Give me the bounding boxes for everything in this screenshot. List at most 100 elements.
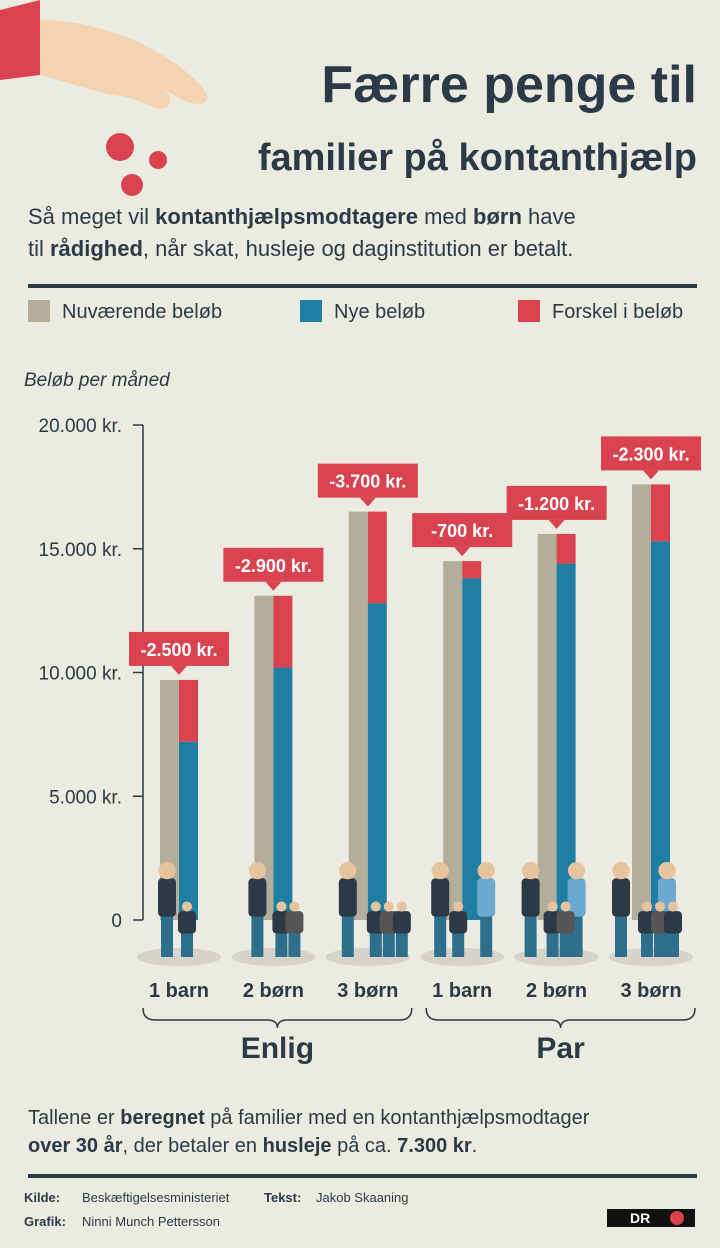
footnote-part: 7.300 kr <box>397 1135 472 1157</box>
person-legs <box>288 929 301 957</box>
legend-label: Nuværende beløb <box>62 301 222 323</box>
person-body <box>248 878 267 917</box>
credit-label: Tekst: <box>264 1190 301 1205</box>
person-head <box>641 901 653 912</box>
bar-new <box>462 578 482 920</box>
person-legs <box>395 929 408 957</box>
subtitle-part: , når skat, husleje og daginstitution er… <box>143 236 573 261</box>
footnote-part: , der betaler en <box>123 1135 263 1157</box>
bar-difference <box>367 511 387 604</box>
data-label: -2.900 kr. <box>235 556 312 576</box>
x-tick-label: 1 barn <box>432 980 492 1002</box>
group-brace <box>425 1007 696 1029</box>
label-pointer <box>548 519 565 529</box>
person-body <box>285 911 304 934</box>
person-legs <box>275 929 288 957</box>
person-head <box>477 861 495 880</box>
person-legs <box>161 909 173 957</box>
person-head <box>567 861 586 880</box>
bar-new <box>273 667 293 920</box>
person-head <box>547 901 558 912</box>
legend-swatch <box>300 300 322 322</box>
shadow <box>231 948 316 966</box>
person-body <box>158 878 176 917</box>
person-head <box>370 901 381 912</box>
data-label: -3.700 kr. <box>329 472 406 492</box>
bar-new <box>179 741 198 920</box>
footnote-part: beregnet <box>120 1107 205 1129</box>
person-head <box>560 901 571 912</box>
bar-new <box>367 603 387 920</box>
label-pointer <box>171 665 187 675</box>
label-pointer <box>265 581 282 591</box>
label-box <box>506 485 607 520</box>
rule <box>28 284 697 288</box>
person-head <box>453 901 464 912</box>
data-label: -2.300 kr. <box>612 444 689 464</box>
y-tick-label: 20.000 kr. <box>39 416 122 437</box>
legend-swatch <box>518 300 540 322</box>
x-tick-label: 3 børn <box>337 980 398 1002</box>
y-tick-label: 5.000 kr. <box>49 787 122 808</box>
person-head <box>654 901 666 912</box>
hand-illustration <box>0 0 208 196</box>
credit-label: Kilde: <box>24 1190 60 1205</box>
footnote: over 30 år, der betaler en husleje på ca… <box>28 1134 477 1157</box>
person-head <box>276 901 287 912</box>
person-legs <box>369 929 382 957</box>
label-box <box>129 631 229 666</box>
person-legs <box>434 909 447 957</box>
footnote-part: husleje <box>263 1135 332 1157</box>
y-tick-label: 0 <box>111 911 122 932</box>
footnote-part: Tallene er <box>28 1107 120 1129</box>
person-body <box>612 878 630 917</box>
bar-current <box>254 595 274 920</box>
bar-difference <box>273 595 293 668</box>
subtitle-part: børn <box>473 204 522 229</box>
footnote-part: over 30 år <box>28 1134 123 1157</box>
rule <box>28 1174 697 1178</box>
person-head <box>612 861 630 880</box>
bar-current <box>537 533 557 920</box>
legend-swatch <box>28 300 50 322</box>
x-tick-label: 2 børn <box>526 980 587 1002</box>
person-legs <box>667 929 679 957</box>
person-legs <box>615 909 627 957</box>
logo-mark <box>670 1211 684 1225</box>
person-head <box>181 901 193 912</box>
y-tick-label: 10.000 kr. <box>39 664 122 685</box>
person-body <box>178 911 196 934</box>
label-pointer <box>454 547 471 557</box>
subtitle: til rådighed, når skat, husleje og dagin… <box>28 236 573 261</box>
person-head <box>289 901 300 912</box>
subtitle-part: have <box>522 204 576 229</box>
shadow <box>137 948 221 966</box>
subtitle: Så meget vil kontanthjælpsmodtagere med … <box>28 204 576 229</box>
group-label: Enlig <box>241 1032 314 1065</box>
person-head <box>248 861 267 880</box>
legend-label: Forskel i beløb <box>552 301 683 323</box>
bar-difference <box>179 679 198 742</box>
person-legs <box>251 909 264 957</box>
person-head <box>658 861 676 880</box>
footnote: Tallene er beregnet på familier med en k… <box>28 1107 590 1129</box>
bar-difference <box>556 533 576 564</box>
title: familier på kontanthjælp <box>258 137 697 179</box>
person-head <box>667 901 679 912</box>
bar-difference <box>462 561 482 579</box>
group-brace <box>142 1007 413 1029</box>
credit: Jakob Skaaning <box>316 1190 409 1205</box>
x-tick-label: 2 børn <box>243 980 304 1002</box>
subtitle-part: til <box>28 236 50 261</box>
person-head <box>431 861 449 880</box>
person-legs <box>480 909 493 957</box>
label-pointer <box>643 470 659 480</box>
credit: Beskæftigelsesministeriet <box>82 1190 230 1205</box>
data-label: -2.500 kr. <box>140 640 217 660</box>
bar-difference <box>651 484 670 542</box>
logo-text: DR <box>630 1210 650 1226</box>
person-legs <box>452 929 465 957</box>
person-body <box>521 878 540 917</box>
person-legs <box>559 929 572 957</box>
person-head <box>383 901 394 912</box>
